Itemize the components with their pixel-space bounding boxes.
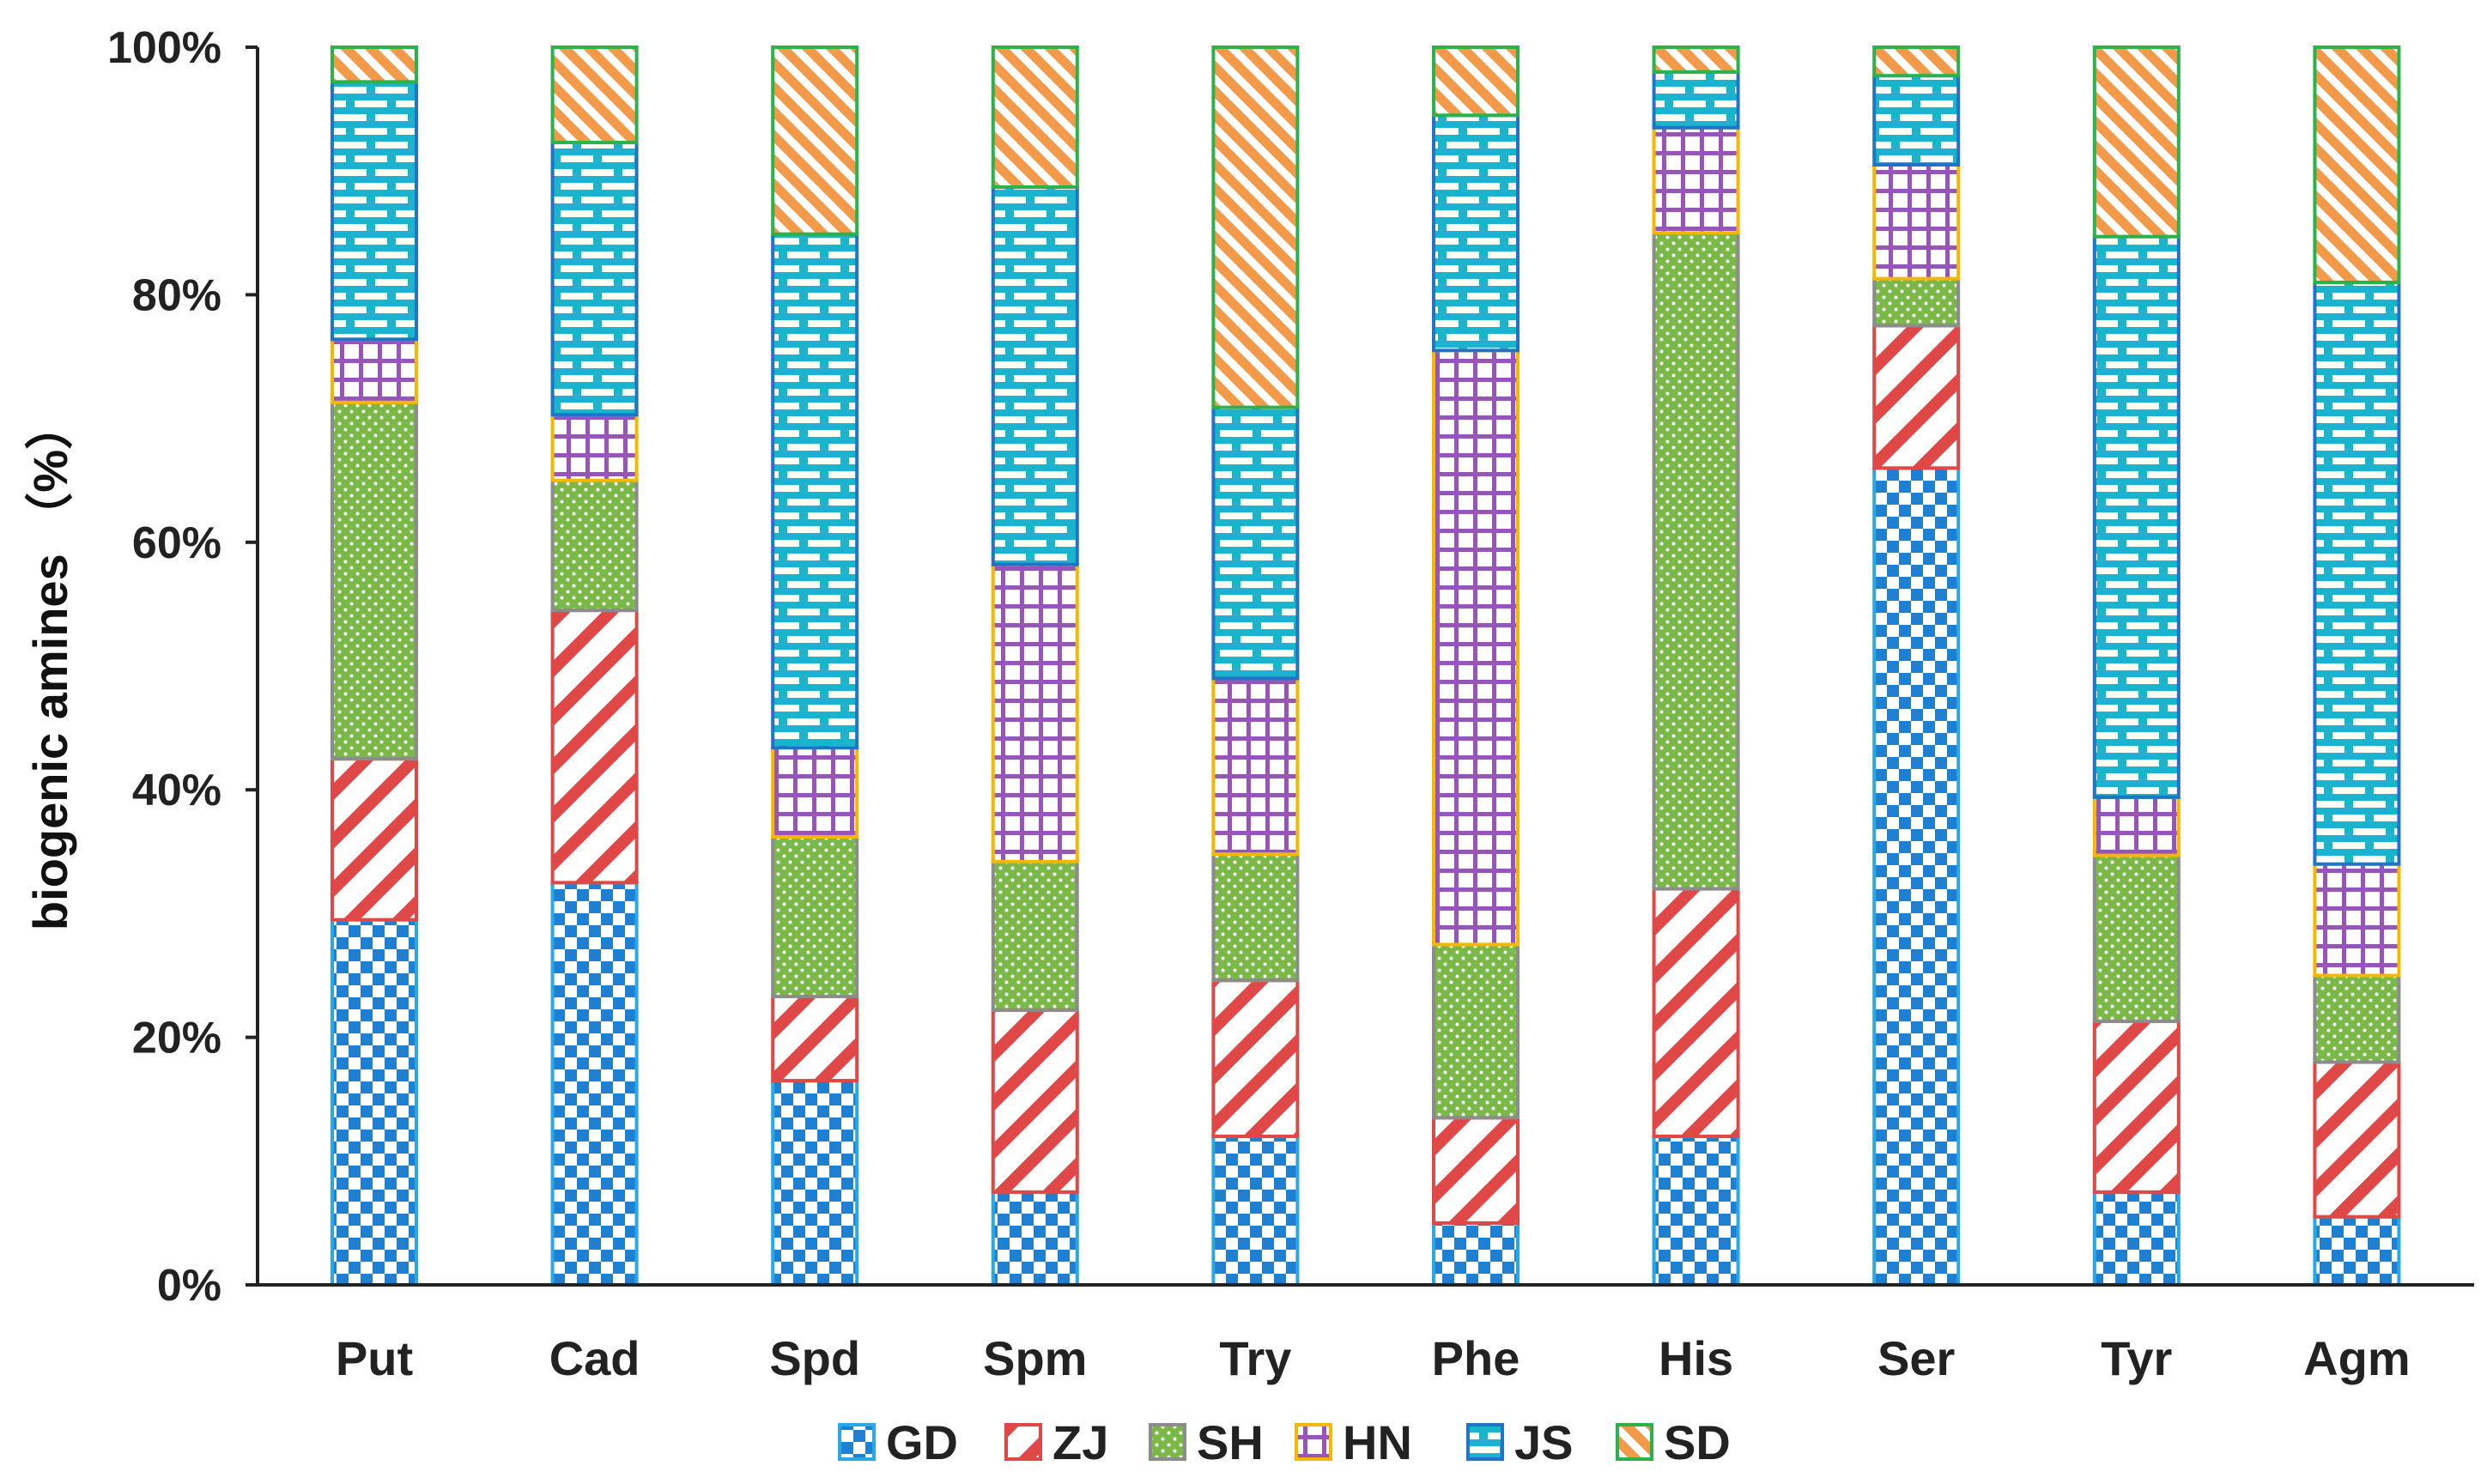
legend-swatch-sh [1149,1423,1186,1461]
x-tick-label: Phe [1432,1331,1520,1385]
legend-label-hn: HN [1343,1415,1412,1469]
x-tick-label: Agm [2303,1331,2410,1385]
bar-phe-gd [1432,1221,1519,1287]
y-tick-label: 40% [132,766,221,815]
legend-label-sh: SH [1197,1415,1264,1469]
bar-try-hn [1211,676,1300,857]
legend-label-zj: ZJ [1052,1415,1108,1469]
bar-try-sd [1211,45,1300,409]
bar-agm-js [2313,280,2401,866]
bar-cad-gd [550,881,639,1287]
legend-swatch-sd [1616,1423,1653,1461]
y-tick-label: 60% [132,518,221,568]
bar-spm-sh [991,859,1079,1012]
bar-his-gd [1652,1134,1740,1287]
bar-put-gd [331,918,418,1287]
x-tick-label: Spm [983,1331,1087,1385]
bar-cad-hn [550,413,639,482]
bar-put-sh [331,400,418,761]
bar-tyr-gd [2092,1190,2181,1287]
legend-label-js: JS [1514,1415,1574,1469]
y-tick-labels: 0% 20% 40% 60% 80% 100% [107,23,221,1311]
bar-cad-sh [550,478,639,613]
bar-his-zj [1652,887,1740,1138]
bar-cad-sd [550,45,639,145]
bar-spm-zj [991,1008,1079,1194]
bar-tyr-zj [2092,1019,2181,1194]
x-tick-labels: Put Cad Spd Spm Try Phe His Ser Tyr Agm [336,1331,2411,1385]
bar-his-sh [1652,231,1740,891]
x-tick-label: Tyr [2101,1331,2172,1385]
bar-tyr-sh [2092,853,2181,1023]
bar-try-js [1211,405,1300,681]
bar-ser-sd [1872,45,1961,78]
bar-try-zj [1211,978,1300,1138]
x-tick-label: Try [1219,1331,1291,1385]
bar-phe-hn [1432,348,1519,947]
bar-spm-hn [991,562,1079,863]
bar-cad-js [550,141,639,417]
bar-ser-sh [1872,276,1961,328]
x-tick-label: Ser [1877,1331,1955,1385]
x-tick-label: Spd [769,1331,860,1385]
bar-his-hn [1652,125,1740,235]
bar-tyr-sd [2092,45,2181,239]
bar-phe-sd [1432,45,1519,118]
y-axis-title: biogenic amines （%） [23,402,77,930]
bar-ser-js [1872,74,1961,167]
bar-spd-sd [771,45,859,236]
legend-swatch-zj [1004,1423,1042,1461]
legend-swatch-hn [1295,1423,1332,1461]
legend: GD ZJ SH HN JS SD [838,1415,1731,1469]
bar-tyr-js [2092,234,2181,799]
bar-spd-zj [771,995,859,1083]
x-tick-label: Put [336,1331,413,1385]
y-axis-ticks [246,45,258,1287]
bars [331,45,2401,1287]
bar-spd-gd [771,1079,859,1287]
legend-label-gd: GD [886,1415,958,1469]
bar-tyr-hn [2092,795,2181,857]
bar-his-sd [1652,45,1740,74]
bar-put-hn [331,337,418,404]
bar-spd-js [771,232,859,750]
bar-ser-hn [1872,162,1961,281]
bar-phe-zj [1432,1116,1519,1225]
bar-spd-sh [771,834,859,999]
bar-agm-sd [2313,45,2401,284]
bar-spm-js [991,185,1079,566]
x-tick-label: His [1659,1331,1733,1385]
bar-ser-gd [1872,466,1961,1287]
legend-swatch-js [1466,1423,1504,1461]
bar-spd-hn [771,746,859,839]
legend-swatch-gd [838,1423,876,1461]
y-tick-label: 80% [132,270,221,320]
bar-try-sh [1211,852,1300,983]
bar-ser-zj [1872,324,1961,470]
bar-put-zj [331,757,418,922]
bar-try-gd [1211,1134,1300,1287]
bar-phe-js [1432,113,1519,353]
bar-spm-sd [991,45,1079,189]
bar-agm-sh [2313,973,2401,1064]
bar-spm-gd [991,1190,1079,1287]
bar-phe-sh [1432,942,1519,1120]
bar-put-js [331,80,418,342]
bar-agm-zj [2313,1060,2401,1219]
bar-his-js [1652,70,1740,130]
y-tick-label: 100% [107,23,221,73]
x-tick-label: Cad [549,1331,640,1385]
bar-agm-gd [2313,1214,2401,1287]
y-tick-label: 20% [132,1014,221,1063]
bar-agm-hn [2313,862,2401,978]
bar-cad-zj [550,609,639,885]
y-tick-label: 0% [157,1261,221,1311]
bar-put-sd [331,45,418,84]
legend-label-sd: SD [1664,1415,1731,1469]
